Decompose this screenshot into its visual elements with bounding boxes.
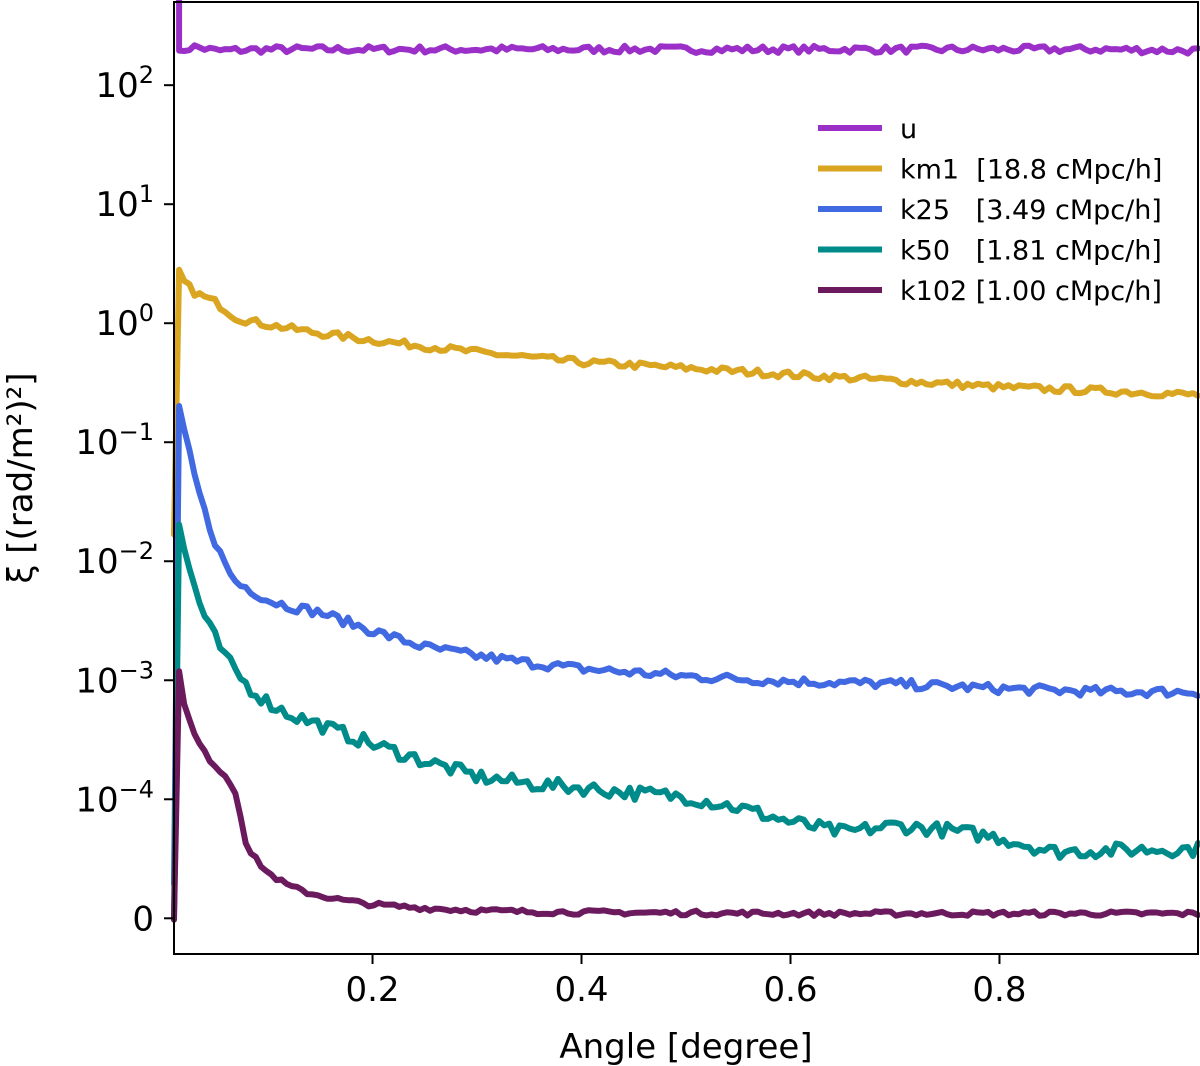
legend-label-k50: k50 [1.81 cMpc/h] — [900, 236, 1162, 267]
ticks-layer: 0.2 0.4 0.6 0.8 0 10−4 10−3 10−2 10−1 100 101 102 — [75, 61, 1026, 1010]
y-tick-label: 10−2 — [75, 537, 154, 582]
legend: u km1 [18.8 cMpc/h] k25 [3.49 cMpc/h] k50 [… — [818, 114, 1162, 307]
series-layer — [171, 0, 1200, 923]
legend-label-k102: k102 [1.00 cMpc/h] — [900, 276, 1162, 307]
x-tick-label: 0.6 — [763, 970, 817, 1010]
y-tick-label: 101 — [95, 180, 154, 225]
x-tick-label: 0.4 — [554, 970, 608, 1010]
legend-label-km1: km1 [18.8 cMpc/h] — [900, 155, 1162, 186]
series-line-k50 — [171, 521, 1200, 919]
legend-label-u: u — [900, 114, 917, 145]
series-line-k102 — [171, 668, 1200, 923]
legend-label-k25: k25 [3.49 cMpc/h] — [900, 195, 1162, 226]
y-tick-label: 100 — [95, 299, 154, 344]
y-tick-label: 10−4 — [75, 775, 154, 820]
y-tick-label: 0 — [132, 899, 154, 939]
y-tick-label: 10−3 — [75, 656, 154, 701]
x-axis-label: Angle [degree] — [559, 1027, 812, 1066]
y-axis-label: ξ [(rad/m²)²] — [1, 372, 41, 583]
y-tick-label: 102 — [95, 61, 154, 106]
series-line-km1 — [171, 266, 1200, 538]
series-line-k25 — [171, 403, 1200, 887]
plot-frame — [173, 1, 1199, 955]
x-tick-label: 0.2 — [345, 970, 399, 1010]
series-line-u — [176, 0, 1200, 57]
y-tick-label: 10−1 — [75, 418, 154, 463]
x-tick-label: 0.8 — [972, 970, 1026, 1010]
